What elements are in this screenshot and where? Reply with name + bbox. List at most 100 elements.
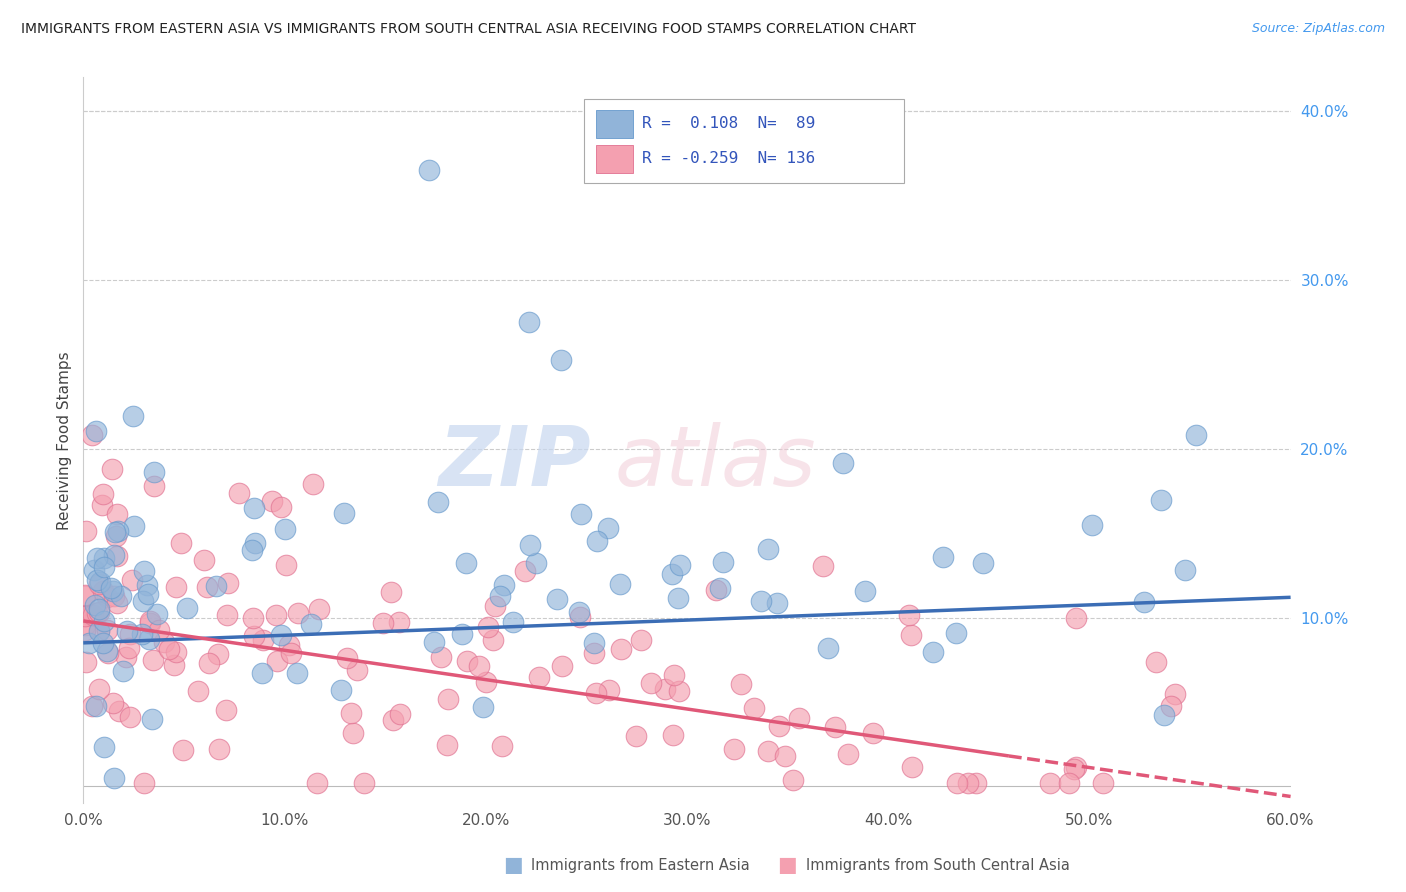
Point (93, 551, 115, 566)
Point (583, 636, 606, 650)
Point (472, 700, 495, 714)
Text: Source: ZipAtlas.com: Source: ZipAtlas.com (1251, 22, 1385, 36)
Point (77, 608, 100, 623)
Point (266, 655, 288, 669)
Bar (596, 110, 633, 137)
Point (1039, 776, 1062, 790)
Point (965, 776, 987, 790)
Point (115, 624, 138, 639)
Point (668, 684, 690, 698)
Point (96, 590, 118, 604)
Point (187, 683, 209, 698)
Point (193, 553, 215, 567)
Point (1091, 776, 1114, 790)
Point (630, 633, 652, 648)
Point (299, 616, 322, 631)
Point (93, 614, 115, 628)
Point (1184, 428, 1206, 442)
Point (132, 564, 155, 578)
Point (346, 663, 368, 677)
Point (475, 675, 498, 690)
Point (491, 739, 513, 753)
Point (86, 573, 108, 587)
Point (456, 655, 478, 669)
Text: IMMIGRANTS FROM EASTERN ASIA VS IMMIGRANTS FROM SOUTH CENTRAL ASIA RECEIVING FOO: IMMIGRANTS FROM EASTERN ASIA VS IMMIGRAN… (21, 22, 917, 37)
Point (773, 748, 796, 763)
Point (1150, 493, 1173, 508)
Point (84, 424, 107, 438)
Point (437, 692, 460, 706)
Point (80, 428, 103, 442)
Text: ZIP: ZIP (437, 422, 591, 502)
Point (711, 555, 734, 569)
Point (104, 525, 127, 540)
Point (1174, 563, 1197, 577)
Point (207, 647, 229, 661)
Point (972, 556, 994, 570)
Point (89, 574, 111, 589)
Point (101, 696, 124, 710)
Point (176, 601, 198, 615)
Point (756, 542, 779, 557)
Point (198, 657, 221, 671)
Point (332, 506, 354, 520)
Point (811, 559, 834, 574)
Point (270, 500, 292, 514)
Point (329, 682, 352, 697)
Point (122, 519, 145, 533)
Point (1144, 655, 1167, 669)
Y-axis label: Receiving Food Stamps: Receiving Food Stamps (58, 351, 72, 530)
Point (704, 583, 727, 598)
Point (79, 636, 101, 650)
Point (75, 524, 97, 539)
Point (730, 677, 752, 691)
Point (901, 760, 924, 774)
Bar (596, 145, 633, 172)
Point (897, 608, 920, 623)
Point (111, 664, 134, 678)
Point (165, 645, 187, 659)
Point (107, 704, 129, 718)
Point (418, 163, 440, 178)
Point (142, 653, 165, 667)
Point (855, 584, 877, 599)
Point (568, 606, 591, 620)
Point (900, 628, 922, 642)
Point (285, 666, 308, 681)
Point (93, 560, 115, 574)
Point (242, 501, 264, 516)
Point (91, 498, 114, 512)
Point (744, 701, 766, 715)
Point (922, 644, 945, 658)
Point (270, 628, 292, 642)
Point (86, 606, 108, 620)
Point (709, 582, 731, 596)
Point (120, 710, 142, 724)
Point (278, 638, 301, 652)
Point (430, 649, 453, 664)
Point (1057, 776, 1080, 790)
Point (83, 563, 105, 577)
Point (1164, 687, 1187, 701)
Point (837, 747, 859, 761)
Point (93, 740, 115, 755)
Point (121, 574, 143, 588)
Point (585, 533, 607, 548)
Point (82, 608, 104, 623)
Point (252, 633, 274, 648)
Point (524, 556, 547, 570)
Point (250, 666, 273, 681)
Point (139, 616, 162, 631)
Text: R = -0.259  N= 136: R = -0.259 N= 136 (643, 152, 815, 166)
Point (454, 556, 477, 570)
Text: Immigrants from Eastern Asia: Immigrants from Eastern Asia (531, 858, 751, 872)
Point (336, 651, 359, 665)
Point (170, 536, 193, 550)
Point (75, 624, 97, 638)
Point (91, 583, 114, 598)
Text: ■: ■ (778, 855, 797, 875)
Point (624, 729, 647, 743)
Point (145, 607, 167, 622)
Point (260, 494, 283, 508)
Point (482, 633, 505, 648)
